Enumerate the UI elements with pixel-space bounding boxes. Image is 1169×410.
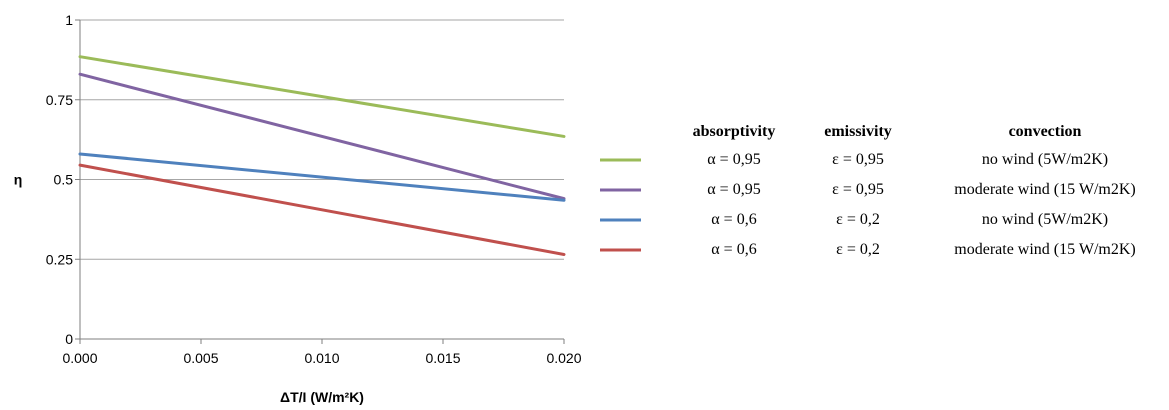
x-tick-label: 0.020: [546, 350, 581, 366]
legend-absorptivity: α = 0,95: [707, 181, 760, 198]
legend-convection: moderate wind (15 W/m2K): [954, 181, 1135, 198]
legend-header-convection: convection: [1009, 123, 1082, 140]
legend: absorptivity emissivity convection α = 0…: [600, 123, 1136, 258]
x-tick-label: 0.010: [304, 350, 339, 366]
y-tick-label: 0.25: [46, 251, 73, 267]
series-line-2: [78, 72, 566, 201]
legend-convection: no wind (5W/m2K): [982, 151, 1108, 168]
legend-absorptivity: α = 0,95: [707, 151, 760, 168]
legend-emissivity: ε = 0,95: [832, 181, 884, 198]
y-axis-title: η: [14, 172, 23, 188]
legend-convection: moderate wind (15 W/m2K): [954, 241, 1135, 258]
y-tick-label: 1: [65, 12, 73, 28]
legend-absorptivity: α = 0,6: [711, 211, 756, 228]
x-tick-label: 0.000: [62, 350, 97, 366]
legend-emissivity: ε = 0,95: [832, 151, 884, 168]
legend-absorptivity: α = 0,6: [711, 241, 756, 258]
x-axis-title: ΔT/I (W/m²K): [280, 389, 364, 405]
x-tick-label: 0.015: [425, 350, 460, 366]
legend-convection: no wind (5W/m2K): [982, 211, 1108, 228]
legend-header-absorptivity: absorptivity: [693, 123, 776, 140]
y-tick-label: 0: [65, 331, 73, 347]
tick-labels: 0 0.25 0.5 0.75 1 0.000 0.005 0.010 0.015 0.020: [46, 12, 582, 366]
gridlines: [80, 19, 564, 260]
x-tick-label: 0.005: [183, 350, 218, 366]
series-lines: [78, 55, 566, 256]
y-tick-label: 0.5: [54, 172, 74, 188]
series-line-4: [78, 163, 566, 256]
legend-emissivity: ε = 0,2: [836, 211, 880, 228]
series-line-3: [78, 152, 566, 202]
y-tick-label: 0.75: [46, 92, 73, 108]
legend-header-emissivity: emissivity: [824, 123, 892, 140]
legend-emissivity: ε = 0,2: [836, 241, 880, 258]
series-line-1: [78, 55, 566, 138]
